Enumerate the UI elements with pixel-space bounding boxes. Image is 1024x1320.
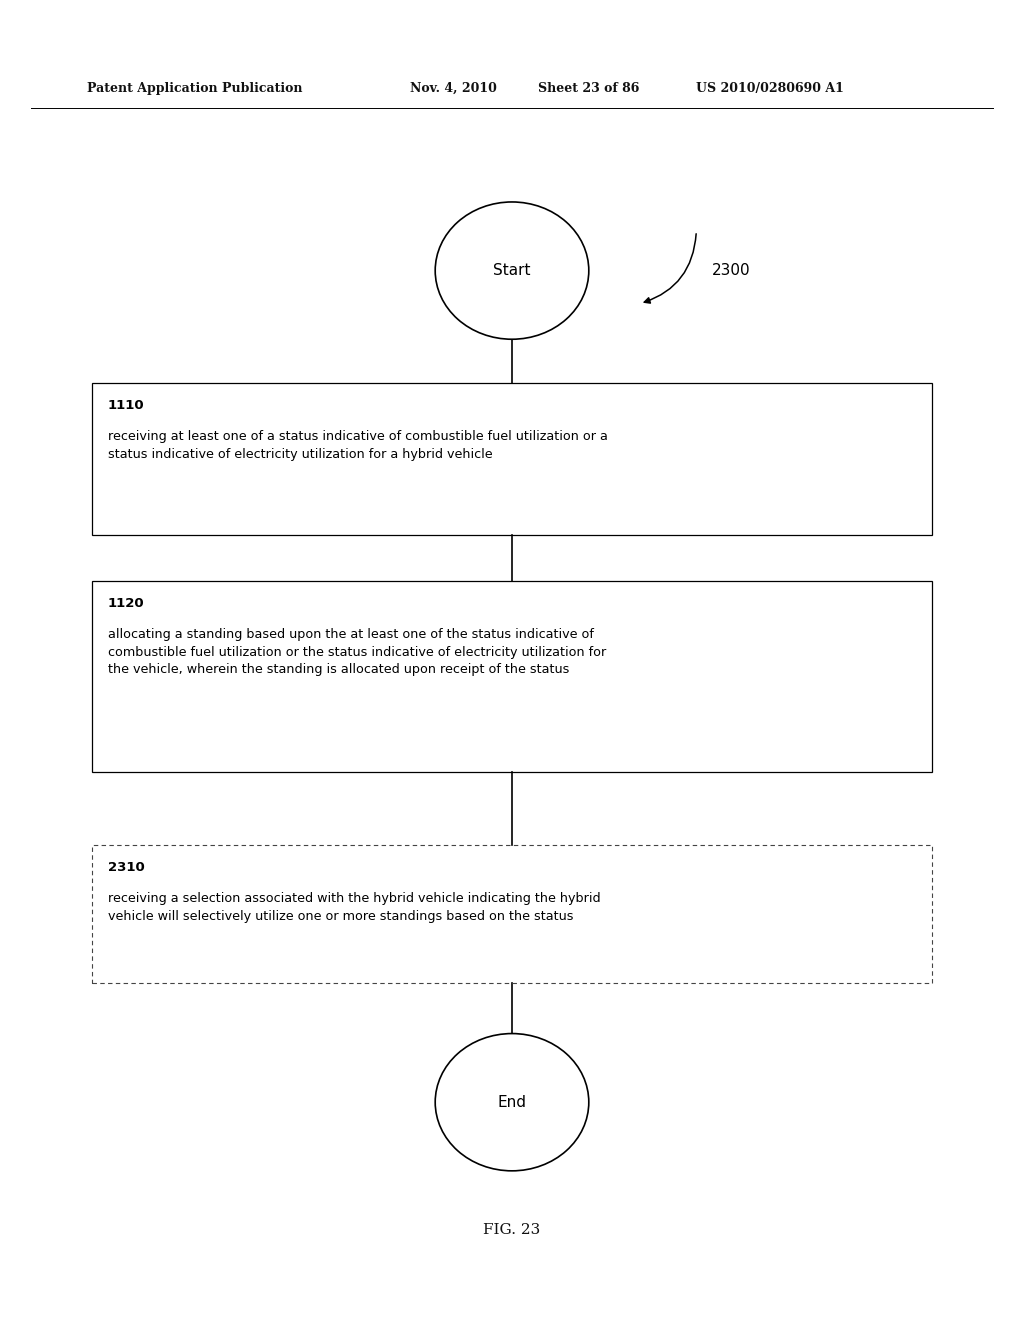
Text: receiving a selection associated with the hybrid vehicle indicating the hybrid
v: receiving a selection associated with th… (108, 892, 600, 923)
Text: End: End (498, 1094, 526, 1110)
Text: Patent Application Publication: Patent Application Publication (87, 82, 302, 95)
Ellipse shape (435, 202, 589, 339)
Text: FIG. 23: FIG. 23 (483, 1224, 541, 1237)
Bar (92, 581, 932, 772)
Ellipse shape (435, 1034, 589, 1171)
Bar (92, 845, 932, 983)
Text: receiving at least one of a status indicative of combustible fuel utilization or: receiving at least one of a status indic… (108, 430, 607, 461)
Bar (92, 383, 932, 535)
Text: US 2010/0280690 A1: US 2010/0280690 A1 (696, 82, 844, 95)
Text: 2310: 2310 (108, 861, 144, 874)
Text: 2300: 2300 (712, 263, 751, 279)
Text: allocating a standing based upon the at least one of the status indicative of
co: allocating a standing based upon the at … (108, 628, 606, 676)
Text: Nov. 4, 2010: Nov. 4, 2010 (410, 82, 497, 95)
FancyArrowPatch shape (644, 234, 696, 304)
Text: Sheet 23 of 86: Sheet 23 of 86 (538, 82, 639, 95)
Text: 1110: 1110 (108, 399, 144, 412)
Text: Start: Start (494, 263, 530, 279)
Text: 1120: 1120 (108, 597, 144, 610)
